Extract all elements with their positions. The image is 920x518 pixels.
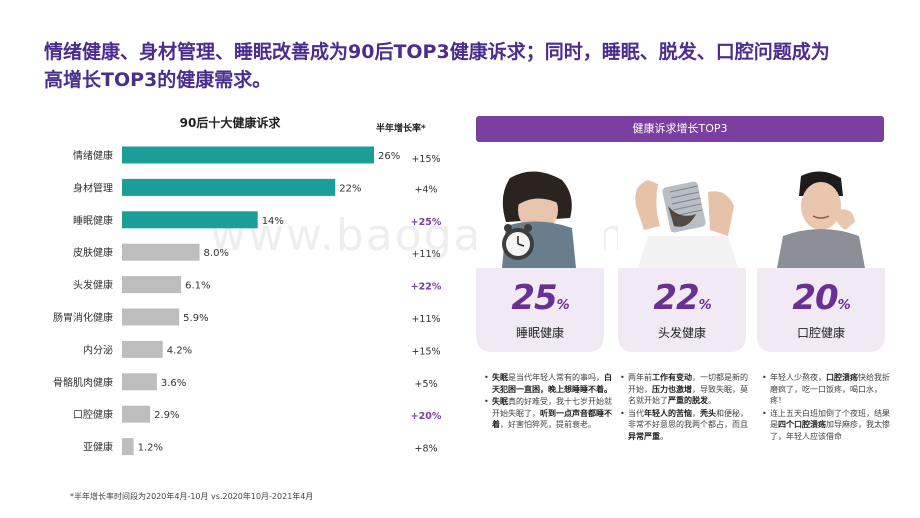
card-oral-health: 20% 口腔健康 xyxy=(757,166,885,352)
category-label: 身材管理 xyxy=(73,181,113,194)
hair-loss-comb-photo-icon xyxy=(618,166,746,268)
growth-rate-label: +15% xyxy=(411,346,440,357)
toothache-man-photo-icon xyxy=(757,166,885,268)
hair-health-label: 头发健康 xyxy=(657,326,706,340)
growth-rate-label: +20% xyxy=(411,411,442,422)
card-sleep-health: 25% 睡眠健康 xyxy=(476,166,604,352)
quote-item: 失眠真的好难受，我十七岁开始就开始失眠了，听到一点声音都睡不着，好害怕猝死，提前… xyxy=(484,396,612,431)
bar-value-label: 22% xyxy=(339,183,361,194)
quote-item: 当代年轻人的苦恼，秃头和便秘，非常不好意思的我两个都占，而且异常严重。 xyxy=(620,408,748,443)
category-label: 头发健康 xyxy=(73,279,113,292)
bar xyxy=(122,438,134,456)
hair-growth-value: 22% xyxy=(653,278,711,318)
growth-rate-label: +5% xyxy=(414,379,437,390)
page-headline: 情绪健康、身材管理、睡眠改善成为90后TOP3健康诉求；同时，睡眠、脱发、口腔问… xyxy=(44,41,830,91)
bar-value-label: 3.6% xyxy=(161,378,186,389)
bar xyxy=(122,178,336,196)
category-label: 口腔健康 xyxy=(73,408,113,421)
bar xyxy=(122,340,163,358)
bar-value-label: 2.9% xyxy=(154,410,179,421)
oral-quotes: 年轻人少熬夜，口腔溃疡快给我折磨疯了，吃一口饭疼，喝口水，疼！连上五天白班加倒了… xyxy=(762,372,890,443)
category-label: 肠胃消化健康 xyxy=(53,311,113,324)
footnote: *半年增长率时间段为2020年4月-10月 vs.2020年10月-2021年4… xyxy=(70,492,314,501)
bar-value-label: 6.1% xyxy=(185,281,210,292)
growth-top3-banner: 健康诉求增长TOP3 xyxy=(476,116,884,142)
category-label: 亚健康 xyxy=(83,441,113,454)
bar xyxy=(122,373,157,391)
growth-rate-label: +11% xyxy=(411,249,440,260)
bar xyxy=(122,243,200,261)
growth-rate-label: +8% xyxy=(414,444,437,455)
card-hair-health: 22% 头发健康 xyxy=(618,166,746,352)
quote-item: 失眠是当代年轻人常有的事吗，白天犯困一直困，晚上想睡睡不着。 xyxy=(484,372,612,395)
chart-title: 90后十大健康诉求 xyxy=(179,116,281,130)
growth-column-header: 半年增长率* xyxy=(376,124,426,134)
bar-value-label: 4.2% xyxy=(167,345,192,356)
quote-item: 年轻人少熬夜，口腔溃疡快给我折磨疯了，吃一口饭疼，喝口水，疼！ xyxy=(762,372,890,407)
bar xyxy=(122,211,258,229)
growth-rate-label: +25% xyxy=(411,217,442,228)
growth-rate-label: +4% xyxy=(414,184,437,195)
bar xyxy=(122,146,374,164)
quote-item: 连上五天白班加倒了个夜班，结果是四个口腔溃疡加导麻疹，我太惨了，年轻人应该借命 xyxy=(762,408,890,443)
sleep-health-label: 睡眠健康 xyxy=(515,326,564,340)
bar-value-label: 5.9% xyxy=(183,313,208,324)
alarm-clock-sleep-photo-icon xyxy=(476,166,604,268)
growth-rate-label: +11% xyxy=(411,314,440,325)
bar xyxy=(122,405,151,423)
sleep-quotes: 失眠是当代年轻人常有的事吗，白天犯困一直困，晚上想睡睡不着。失眠真的好难受，我十… xyxy=(484,372,612,432)
growth-rate-label: +15% xyxy=(411,154,440,165)
bar xyxy=(122,308,180,326)
bar-value-label: 1.2% xyxy=(138,443,163,454)
bar-value-label: 8.0% xyxy=(204,248,229,259)
category-label: 睡眠健康 xyxy=(73,214,113,227)
category-label: 内分泌 xyxy=(83,343,113,356)
bar-value-label: 14% xyxy=(262,216,284,227)
category-label: 骨骼肌肉健康 xyxy=(53,376,113,389)
oral-health-label: 口腔健康 xyxy=(796,326,845,340)
bar xyxy=(122,276,182,294)
category-label: 皮肤健康 xyxy=(73,246,113,259)
growth-rate-label: +22% xyxy=(411,282,442,293)
oral-growth-value: 20% xyxy=(792,278,850,318)
hair-quotes: 两年前工作有变动，一切都是新的开始，压力也激增，导致失眠，莫名就开始了严重的脱发… xyxy=(620,372,748,443)
category-label: 情绪健康 xyxy=(73,149,113,162)
bar-chart: 情绪健康 26% +15% 身材管理 22% +4% 睡眠健康 14% +25% 皮肤健康 8.0%… xyxy=(53,146,442,456)
bar-value-label: 26% xyxy=(378,151,400,162)
sleep-growth-value: 25% xyxy=(511,278,569,318)
quote-item: 两年前工作有变动，一切都是新的开始，压力也激增，导致失眠，莫名就开始了严重的脱发… xyxy=(620,372,748,407)
